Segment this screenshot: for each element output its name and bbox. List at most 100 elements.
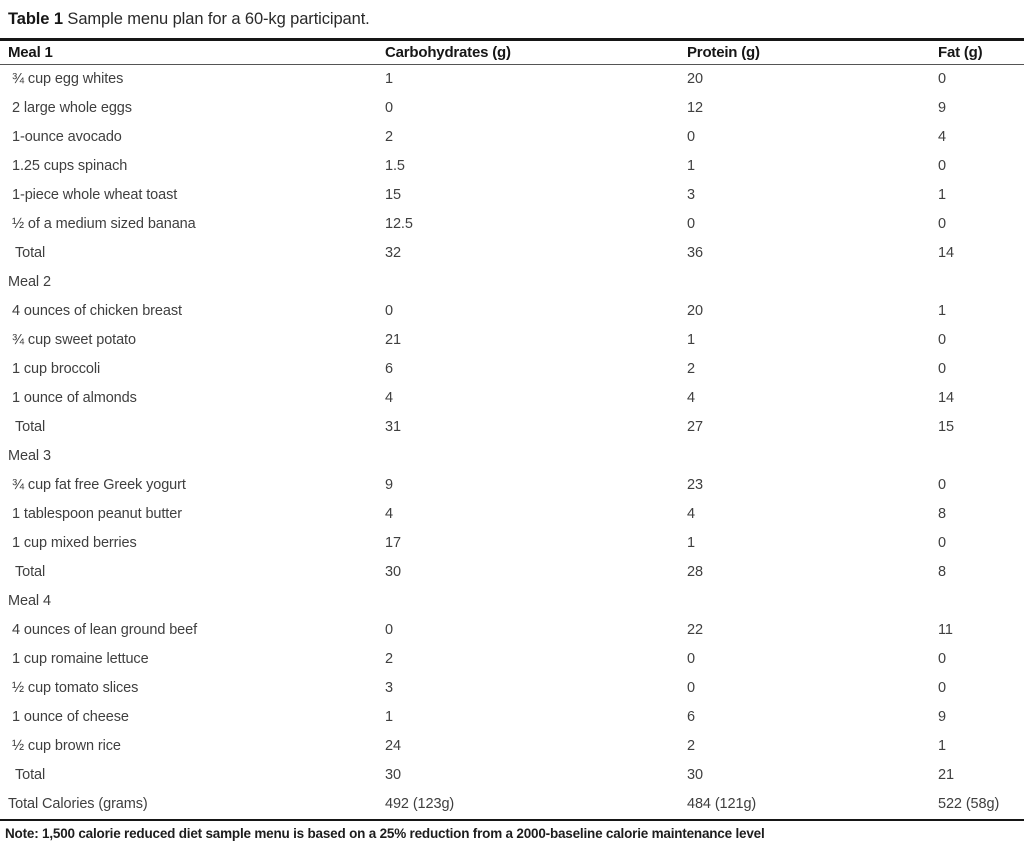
item-label-cell: Total <box>15 245 46 261</box>
protein-cell: 20 <box>687 303 703 319</box>
fat-cell: 8 <box>938 506 946 522</box>
item-label-cell: 1 ounce of cheese <box>12 709 129 725</box>
carbs-cell: 24 <box>385 738 401 754</box>
carbs-cell <box>385 268 687 297</box>
header-meal: Meal 1 <box>0 39 385 65</box>
menu-item-row: 1-ounce avocado 2 0 4 <box>0 123 1024 152</box>
protein-cell: 484 (121g) <box>687 796 757 812</box>
header-fat: Fat (g) <box>938 39 1024 65</box>
menu-item-row: 1 ounce of almonds 4 4 14 <box>0 384 1024 413</box>
item-label-cell: 4 ounces of lean ground beef <box>12 622 198 638</box>
fat-cell <box>938 587 1024 616</box>
protein-cell: 22 <box>687 622 703 638</box>
item-label-cell: 1 cup broccoli <box>12 361 101 377</box>
carbs-cell: 492 (123g) <box>385 796 455 812</box>
carbs-cell: 12.5 <box>385 216 413 232</box>
carbs-cell: 32 <box>385 245 401 261</box>
meal-section-row: Meal 3 <box>0 442 1024 471</box>
fat-cell: 0 <box>938 680 946 696</box>
menu-item-row: 1 ounce of cheese 1 6 9 <box>0 703 1024 732</box>
meal-total-row: Total 30 30 21 <box>0 761 1024 790</box>
protein-cell: 6 <box>687 709 695 725</box>
protein-cell: 23 <box>687 477 703 493</box>
carbs-cell: 30 <box>385 564 401 580</box>
carbs-cell: 2 <box>385 129 393 145</box>
fat-cell: 14 <box>938 390 954 406</box>
menu-plan-table: Meal 1 Carbohydrates (g) Protein (g) Fat… <box>0 38 1024 821</box>
item-label-cell: ½ of a medium sized banana <box>12 216 196 232</box>
menu-item-row: ¾ cup egg whites 1 20 0 <box>0 65 1024 94</box>
fat-cell: 0 <box>938 535 946 551</box>
table-caption: Sample menu plan for a 60-kg participant… <box>62 10 370 28</box>
carbs-cell <box>385 442 687 471</box>
carbs-cell: 0 <box>385 303 393 319</box>
table-note: Note: 1,500 calorie reduced diet sample … <box>5 825 765 841</box>
meal-section-row: Meal 4 <box>0 587 1024 616</box>
carbs-cell: 31 <box>385 419 401 435</box>
item-label-cell: Meal 2 <box>8 274 51 290</box>
fat-cell: 9 <box>938 709 946 725</box>
menu-item-row: ½ of a medium sized banana 12.5 0 0 <box>0 210 1024 239</box>
protein-cell: 3 <box>687 187 695 203</box>
menu-item-row: 1 cup romaine lettuce 2 0 0 <box>0 645 1024 674</box>
protein-cell: 0 <box>687 216 695 232</box>
protein-cell: 28 <box>687 564 703 580</box>
fat-cell: 0 <box>938 361 946 377</box>
item-label-cell: ½ cup tomato slices <box>12 680 139 696</box>
fat-cell: 0 <box>938 477 946 493</box>
item-label-cell: 1 tablespoon peanut butter <box>12 506 182 522</box>
fat-cell: 8 <box>938 564 946 580</box>
fat-cell <box>938 442 1024 471</box>
fat-cell: 11 <box>938 622 953 638</box>
fat-cell: 1 <box>938 738 946 754</box>
menu-item-row: 1 cup broccoli 6 2 0 <box>0 355 1024 384</box>
carbs-cell: 21 <box>385 332 401 348</box>
item-label-cell: ¾ cup egg whites <box>12 71 124 88</box>
protein-cell: 30 <box>687 767 703 783</box>
carbs-cell: 1.5 <box>385 158 405 174</box>
menu-item-row: ½ cup brown rice 24 2 1 <box>0 732 1024 761</box>
protein-cell <box>687 587 938 616</box>
protein-cell: 4 <box>687 506 695 522</box>
carbs-cell: 17 <box>385 535 401 551</box>
carbs-cell: 9 <box>385 477 393 493</box>
protein-cell: 20 <box>687 71 703 88</box>
carbs-cell: 4 <box>385 390 393 406</box>
fat-cell: 0 <box>938 651 946 667</box>
item-label-cell: 4 ounces of chicken breast <box>12 303 182 319</box>
table-number-label: Table 1 <box>8 10 63 28</box>
carbs-cell: 0 <box>385 100 393 116</box>
item-label-cell: Total <box>15 564 46 580</box>
carbs-cell: 1 <box>385 709 393 725</box>
protein-cell: 27 <box>687 419 703 435</box>
menu-item-row: 4 ounces of lean ground beef 0 22 11 <box>0 616 1024 645</box>
item-label-cell: Total Calories (grams) <box>8 796 148 812</box>
grand-total-row: Total Calories (grams) 492 (123g) 484 (121… <box>0 790 1024 820</box>
menu-item-row: ¾ cup fat free Greek yogurt 9 23 0 <box>0 471 1024 500</box>
menu-item-row: 2 large whole eggs 0 12 9 <box>0 94 1024 123</box>
protein-cell: 1 <box>687 332 695 348</box>
fat-cell: 21 <box>938 767 954 783</box>
fat-cell: 0 <box>938 216 946 232</box>
item-label-cell: 1 ounce of almonds <box>12 390 137 406</box>
protein-cell <box>687 442 938 471</box>
protein-cell: 0 <box>687 129 695 145</box>
meal-total-row: Total 31 27 15 <box>0 413 1024 442</box>
carbs-cell: 15 <box>385 187 401 203</box>
protein-cell: 2 <box>687 361 695 377</box>
carbs-cell: 30 <box>385 767 401 783</box>
carbs-cell: 3 <box>385 680 393 696</box>
menu-item-row: 1.25 cups spinach 1.5 1 0 <box>0 152 1024 181</box>
header-row: Meal 1 Carbohydrates (g) Protein (g) Fat… <box>0 39 1024 65</box>
item-label-cell: Meal 4 <box>8 593 51 609</box>
meal-section-row: Meal 2 <box>0 268 1024 297</box>
protein-cell <box>687 268 938 297</box>
item-label-cell: 2 large whole eggs <box>12 100 132 116</box>
fat-cell: 4 <box>938 129 946 145</box>
item-label-cell: Total <box>15 419 46 435</box>
item-label-cell: 1-piece whole wheat toast <box>12 187 178 203</box>
protein-cell: 2 <box>687 738 695 754</box>
item-label-cell: ¾ cup fat free Greek yogurt <box>12 477 186 493</box>
fat-cell: 1 <box>938 187 946 203</box>
protein-cell: 12 <box>687 100 703 116</box>
